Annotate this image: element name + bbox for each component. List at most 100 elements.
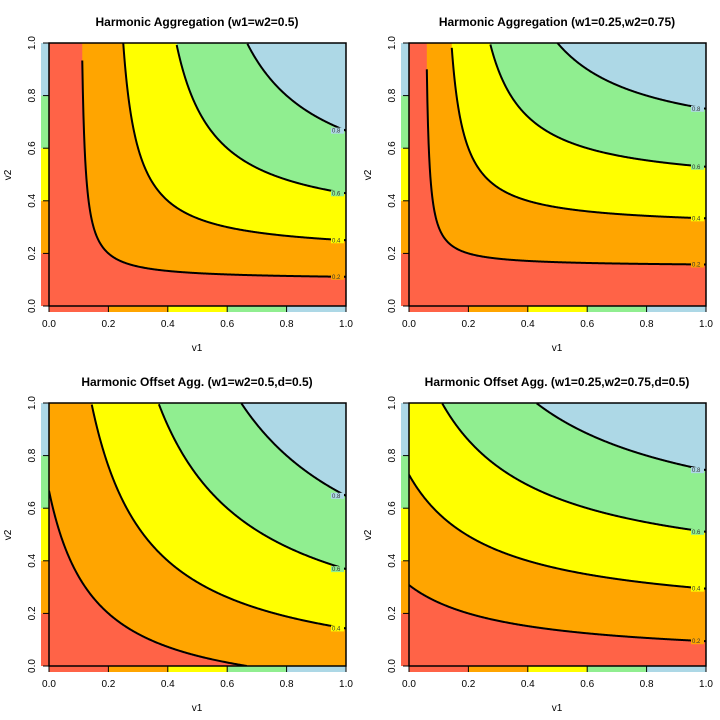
x-tick-label: 0.4: [521, 319, 535, 330]
contour-label: 0.8: [332, 494, 341, 500]
y-axis-label: v2: [3, 529, 14, 540]
bottom-color-strip: [108, 306, 168, 312]
y-tick-label: 0.2: [27, 606, 38, 620]
left-color-strip: [401, 560, 409, 614]
contour-label: 0.8: [692, 107, 701, 113]
contour-panel: Harmonic Aggregation (w1=w2=0.5) 0.2 0.4 0.…: [3, 15, 353, 354]
left-color-strip: [41, 95, 49, 149]
x-tick-label: 0.6: [220, 319, 234, 330]
y-tick-label: 0.0: [387, 299, 398, 313]
contour-line-0.2: [408, 584, 707, 643]
fill-region-level-4: [241, 403, 346, 496]
bottom-color-strip: [587, 306, 647, 312]
left-color-strip: [401, 200, 409, 254]
left-color-strip: [41, 508, 49, 561]
y-tick-label: 0.8: [27, 448, 38, 462]
chart-title: Harmonic Offset Agg. (w1=0.25,w2=0.75,d=…: [425, 375, 690, 389]
y-tick-label: 0.6: [387, 501, 398, 515]
x-tick-label: 0.4: [161, 319, 175, 330]
x-tick-label: 0.6: [580, 679, 594, 690]
y-tick-label: 0.2: [387, 606, 398, 620]
contour-line-0.8: [556, 42, 707, 110]
contour-line-0.2: [81, 60, 347, 278]
chart-title: Harmonic Aggregation (w1=w2=0.5): [96, 15, 299, 29]
x-tick-label: 1.0: [699, 319, 713, 330]
contour-panel: Harmonic Offset Agg. (w1=0.25,w2=0.75,d=…: [363, 375, 713, 714]
contour-label: 0.4: [692, 216, 701, 222]
bottom-color-strip: [286, 666, 346, 672]
left-color-strip: [41, 560, 49, 614]
x-tick-label: 0.2: [461, 319, 475, 330]
contour-line-0.6: [157, 403, 347, 571]
left-color-strip: [401, 613, 409, 666]
left-color-strip: [41, 403, 49, 456]
left-color-strip: [401, 455, 409, 509]
contour-label-bg: [691, 528, 704, 535]
x-tick-label: 0.8: [640, 319, 654, 330]
left-color-strip: [401, 403, 409, 456]
y-tick-label: 0.4: [27, 193, 38, 207]
x-tick-label: 0.4: [521, 679, 535, 690]
bottom-color-strip: [468, 666, 528, 672]
y-tick-label: 0.0: [27, 659, 38, 673]
contour-label-bg: [331, 127, 344, 134]
x-tick-label: 0.8: [280, 319, 294, 330]
contour-label-bg: [331, 492, 344, 499]
y-tick-label: 0.4: [387, 193, 398, 207]
y-tick-label: 0.4: [27, 553, 38, 567]
fill-region-level-4: [536, 403, 706, 471]
left-color-strip: [41, 613, 49, 666]
x-tick-label: 0.0: [402, 319, 416, 330]
y-tick-label: 0.0: [387, 659, 398, 673]
bottom-color-strip: [49, 306, 109, 312]
x-axis-label: v1: [552, 343, 563, 354]
bottom-color-strip: [587, 666, 647, 672]
plot-frame: [48, 402, 347, 667]
bottom-color-strip: [527, 306, 588, 312]
bottom-color-strip: [646, 306, 706, 312]
contour-label: 0.4: [332, 238, 341, 244]
contour-label-bg: [331, 566, 344, 573]
contour-label-bg: [691, 215, 704, 222]
x-tick-label: 0.4: [161, 679, 175, 690]
plot-frame: [48, 42, 347, 307]
contour-label: 0.4: [692, 587, 701, 593]
bottom-color-strip: [646, 666, 706, 672]
bottom-color-strip: [167, 666, 228, 672]
y-tick-label: 0.2: [27, 246, 38, 260]
x-tick-label: 0.2: [101, 679, 115, 690]
plot-frame: [408, 402, 707, 667]
y-tick-label: 1.0: [27, 36, 38, 50]
y-axis-label: v2: [3, 169, 14, 180]
contour-label-bg: [691, 585, 704, 592]
left-color-strip: [401, 253, 409, 306]
contour-line-0.4: [90, 404, 347, 630]
contour-label-bg: [331, 273, 344, 280]
left-color-strip: [41, 455, 49, 509]
contour-label-bg: [691, 638, 704, 645]
contour-label: 0.8: [332, 129, 341, 135]
y-tick-label: 0.8: [387, 448, 398, 462]
contour-label: 0.2: [332, 275, 341, 281]
x-axis-label: v1: [192, 343, 203, 354]
contour-panel: Harmonic Aggregation (w1=0.25,w2=0.75) 0.…: [363, 15, 713, 354]
x-tick-label: 1.0: [339, 319, 353, 330]
x-tick-label: 0.8: [640, 679, 654, 690]
y-tick-label: 0.2: [387, 246, 398, 260]
x-tick-label: 0.0: [42, 319, 56, 330]
left-color-strip: [401, 508, 409, 561]
bottom-color-strip: [468, 306, 528, 312]
contour-line-0.2: [425, 69, 706, 266]
y-tick-label: 0.6: [27, 501, 38, 515]
y-axis-label: v2: [363, 169, 374, 180]
contour-label: 0.6: [332, 567, 341, 573]
left-color-strip: [401, 43, 409, 96]
bottom-color-strip: [527, 666, 588, 672]
contour-line-0.8: [536, 402, 707, 472]
contour-line-0.6: [489, 44, 707, 168]
y-tick-label: 0.6: [27, 141, 38, 155]
y-tick-label: 0.6: [387, 141, 398, 155]
contour-panel: Harmonic Offset Agg. (w1=w2=0.5,d=0.5) 0.…: [3, 375, 353, 714]
left-color-strip: [41, 200, 49, 254]
